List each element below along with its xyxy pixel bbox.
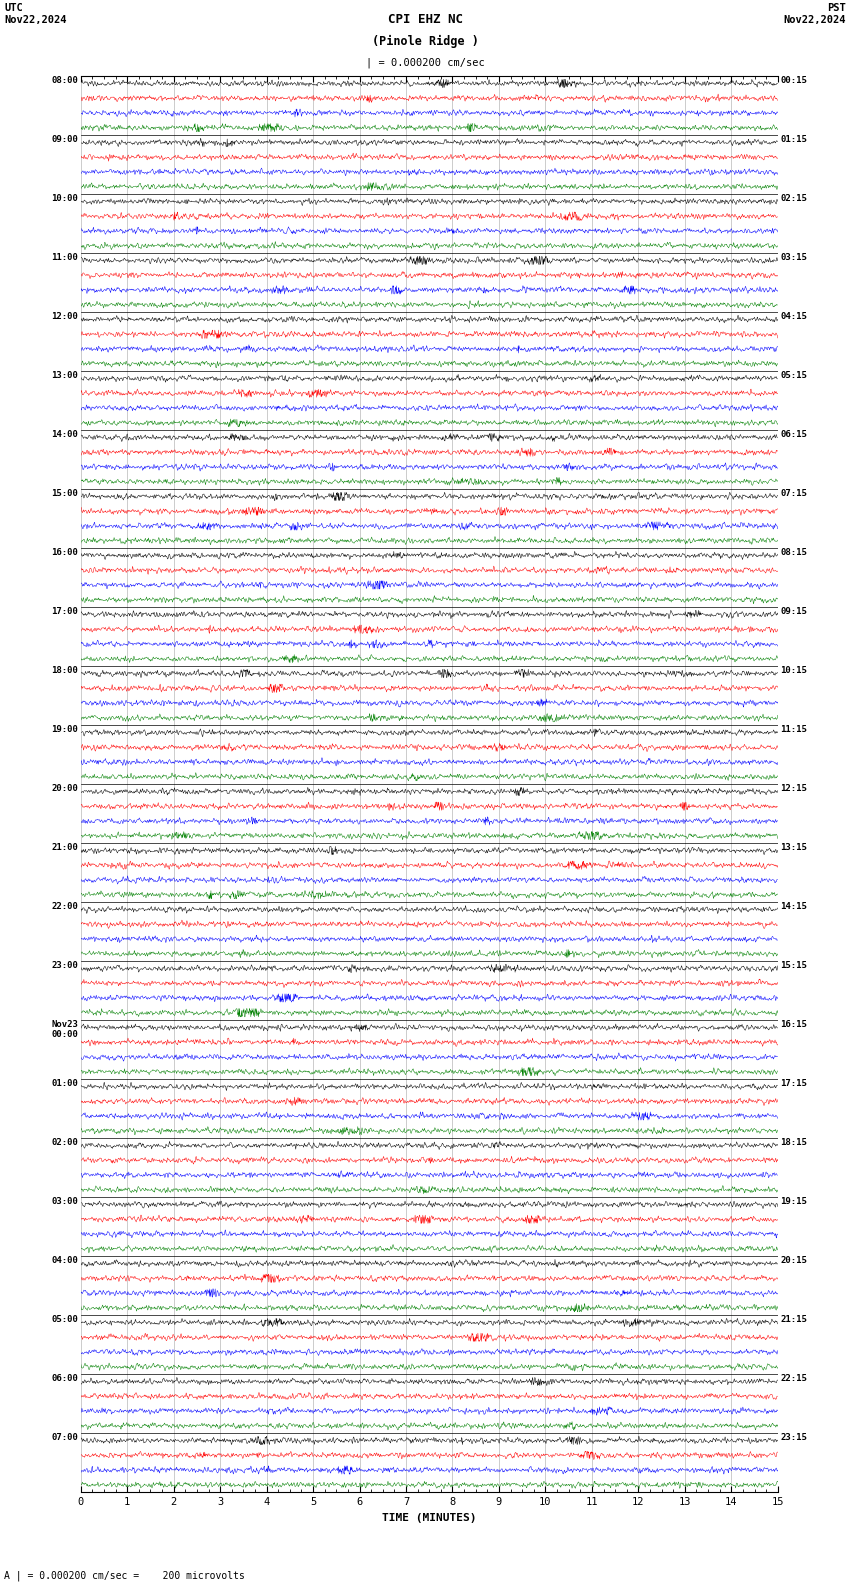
Text: 05:00: 05:00 [51, 1315, 78, 1324]
Text: 17:00: 17:00 [51, 607, 78, 616]
Text: 09:00: 09:00 [51, 135, 78, 144]
Text: 03:15: 03:15 [780, 253, 808, 261]
Text: 14:00: 14:00 [51, 429, 78, 439]
Text: 22:15: 22:15 [780, 1375, 808, 1383]
Text: 15:15: 15:15 [780, 961, 808, 969]
Text: 01:15: 01:15 [780, 135, 808, 144]
Text: 04:15: 04:15 [780, 312, 808, 322]
Text: 05:15: 05:15 [780, 371, 808, 380]
Text: 02:00: 02:00 [51, 1137, 78, 1147]
Text: 10:00: 10:00 [51, 195, 78, 203]
Text: 20:15: 20:15 [780, 1256, 808, 1266]
Text: 03:00: 03:00 [51, 1198, 78, 1205]
Text: (Pinole Ridge ): (Pinole Ridge ) [371, 35, 479, 48]
Text: 02:15: 02:15 [780, 195, 808, 203]
X-axis label: TIME (MINUTES): TIME (MINUTES) [382, 1513, 477, 1522]
Text: 13:00: 13:00 [51, 371, 78, 380]
Text: 18:15: 18:15 [780, 1137, 808, 1147]
Text: 04:00: 04:00 [51, 1256, 78, 1266]
Text: | = 0.000200 cm/sec: | = 0.000200 cm/sec [366, 57, 484, 68]
Text: 16:15: 16:15 [780, 1020, 808, 1030]
Text: 06:00: 06:00 [51, 1375, 78, 1383]
Text: 08:00: 08:00 [51, 76, 78, 86]
Text: 19:15: 19:15 [780, 1198, 808, 1205]
Text: 01:00: 01:00 [51, 1079, 78, 1088]
Text: 06:15: 06:15 [780, 429, 808, 439]
Text: 22:00: 22:00 [51, 901, 78, 911]
Text: 13:15: 13:15 [780, 843, 808, 852]
Text: 07:15: 07:15 [780, 489, 808, 497]
Text: A | = 0.000200 cm/sec =    200 microvolts: A | = 0.000200 cm/sec = 200 microvolts [4, 1570, 245, 1581]
Text: UTC
Nov22,2024: UTC Nov22,2024 [4, 3, 67, 25]
Text: 16:00: 16:00 [51, 548, 78, 558]
Text: 18:00: 18:00 [51, 665, 78, 675]
Text: 11:00: 11:00 [51, 253, 78, 261]
Text: 07:00: 07:00 [51, 1434, 78, 1441]
Text: 20:00: 20:00 [51, 784, 78, 794]
Text: 09:15: 09:15 [780, 607, 808, 616]
Text: 23:15: 23:15 [780, 1434, 808, 1441]
Text: 21:00: 21:00 [51, 843, 78, 852]
Text: 14:15: 14:15 [780, 901, 808, 911]
Text: 12:00: 12:00 [51, 312, 78, 322]
Text: 21:15: 21:15 [780, 1315, 808, 1324]
Text: 10:15: 10:15 [780, 665, 808, 675]
Text: 17:15: 17:15 [780, 1079, 808, 1088]
Text: 00:15: 00:15 [780, 76, 808, 86]
Text: 15:00: 15:00 [51, 489, 78, 497]
Text: 11:15: 11:15 [780, 725, 808, 733]
Text: 08:15: 08:15 [780, 548, 808, 558]
Text: PST
Nov22,2024: PST Nov22,2024 [783, 3, 846, 25]
Text: 12:15: 12:15 [780, 784, 808, 794]
Text: Nov23
00:00: Nov23 00:00 [51, 1020, 78, 1039]
Text: 23:00: 23:00 [51, 961, 78, 969]
Text: CPI EHZ NC: CPI EHZ NC [388, 13, 462, 25]
Text: 19:00: 19:00 [51, 725, 78, 733]
